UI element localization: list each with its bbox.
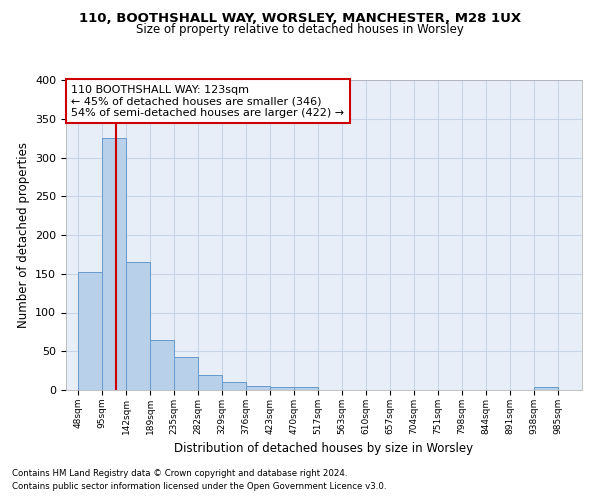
- Bar: [246, 386, 270, 390]
- Bar: [222, 382, 246, 390]
- Bar: [198, 374, 222, 390]
- Bar: [174, 356, 198, 390]
- Bar: [294, 387, 318, 390]
- Text: 110, BOOTHSHALL WAY, WORSLEY, MANCHESTER, M28 1UX: 110, BOOTHSHALL WAY, WORSLEY, MANCHESTER…: [79, 12, 521, 26]
- Bar: [102, 138, 126, 390]
- Bar: [126, 262, 150, 390]
- Bar: [150, 340, 175, 390]
- Text: 110 BOOTHSHALL WAY: 123sqm
← 45% of detached houses are smaller (346)
54% of sem: 110 BOOTHSHALL WAY: 123sqm ← 45% of deta…: [71, 84, 344, 118]
- Bar: [78, 272, 102, 390]
- Text: Contains HM Land Registry data © Crown copyright and database right 2024.: Contains HM Land Registry data © Crown c…: [12, 468, 347, 477]
- Y-axis label: Number of detached properties: Number of detached properties: [17, 142, 29, 328]
- X-axis label: Distribution of detached houses by size in Worsley: Distribution of detached houses by size …: [175, 442, 473, 456]
- Text: Size of property relative to detached houses in Worsley: Size of property relative to detached ho…: [136, 24, 464, 36]
- Bar: [534, 387, 558, 390]
- Bar: [270, 387, 294, 390]
- Text: Contains public sector information licensed under the Open Government Licence v3: Contains public sector information licen…: [12, 482, 386, 491]
